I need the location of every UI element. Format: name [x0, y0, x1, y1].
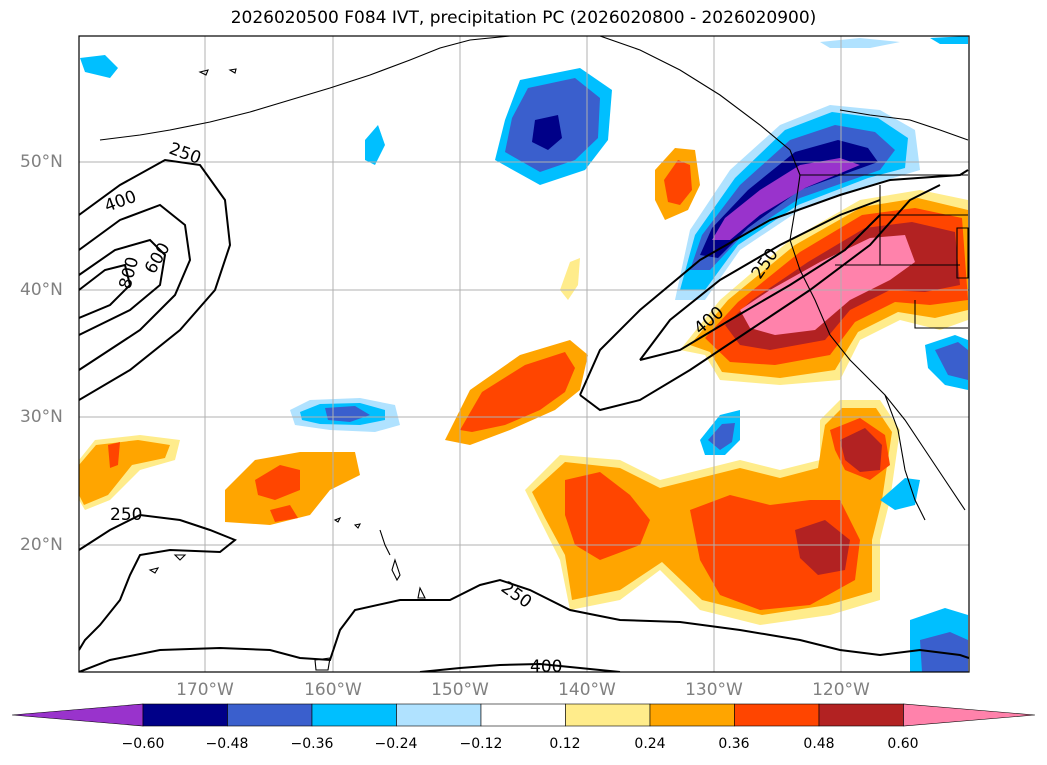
colorbar-segment [565, 703, 651, 727]
pos-anomaly-california [680, 190, 968, 385]
colorbar-tick: 0.36 [718, 736, 750, 752]
ivt-contours [79, 158, 969, 672]
colorbar-arrow-left [11, 703, 144, 727]
colorbar-tick: −0.36 [290, 736, 334, 752]
lat-label: 40°N [20, 280, 63, 300]
pos-anomaly-subtropical-east [525, 400, 900, 625]
map-frame [78, 35, 970, 673]
contour-labels: 250 400 600 800 250 400 250 250 400 [102, 139, 783, 677]
colorbar-tick: 0.24 [634, 736, 666, 752]
colorbar-tick: 0.48 [803, 736, 835, 752]
colorbar-segment [649, 703, 735, 727]
contour-label: 600 [141, 239, 175, 277]
lon-label: 170°W [176, 680, 234, 700]
contour-label: 400 [102, 187, 139, 217]
colorbar-tick: 0.60 [887, 736, 919, 752]
colorbar-segment [396, 703, 482, 727]
colorbar-tick: −0.60 [121, 736, 165, 752]
lat-label: 50°N [20, 152, 63, 172]
contour-label: 250 [497, 578, 535, 613]
coastlines [99, 36, 969, 671]
colorbar-tick: −0.24 [374, 736, 418, 752]
lon-label: 120°W [812, 680, 870, 700]
contour-label: 400 [530, 657, 562, 677]
colorbar-segment [227, 703, 313, 727]
map-title: 2026020500 F084 IVT, precipitation PC (2… [230, 8, 817, 28]
colorbar-arrow-right [903, 703, 1036, 727]
colorbar-tick: −0.12 [459, 736, 503, 752]
lat-label: 20°N [20, 535, 63, 555]
neg-anomaly-ne-pacific [495, 68, 612, 185]
colorbar-segment [480, 703, 566, 727]
pos-anomaly-west-subtropics [79, 435, 360, 525]
colorbar-segment [734, 703, 820, 727]
lon-label: 160°W [304, 680, 362, 700]
colorbar-segment [818, 703, 904, 727]
contour-label: 250 [166, 139, 203, 169]
colorbar-segment [311, 703, 397, 727]
neg-anomaly-pnw [675, 105, 920, 300]
contour-label: 250 [110, 505, 142, 525]
lon-label: 150°W [431, 680, 489, 700]
precip-field [79, 36, 968, 672]
colorbar-tick: −0.48 [205, 736, 249, 752]
colorbar-segment [142, 703, 228, 727]
colorbar [11, 703, 1036, 727]
pos-anomaly-central-pacific [445, 340, 588, 445]
lat-label: 30°N [20, 407, 63, 427]
lon-label: 130°W [685, 680, 743, 700]
colorbar-tick: 0.12 [549, 736, 581, 752]
lon-label: 140°W [558, 680, 616, 700]
contour-label: 800 [116, 255, 144, 292]
